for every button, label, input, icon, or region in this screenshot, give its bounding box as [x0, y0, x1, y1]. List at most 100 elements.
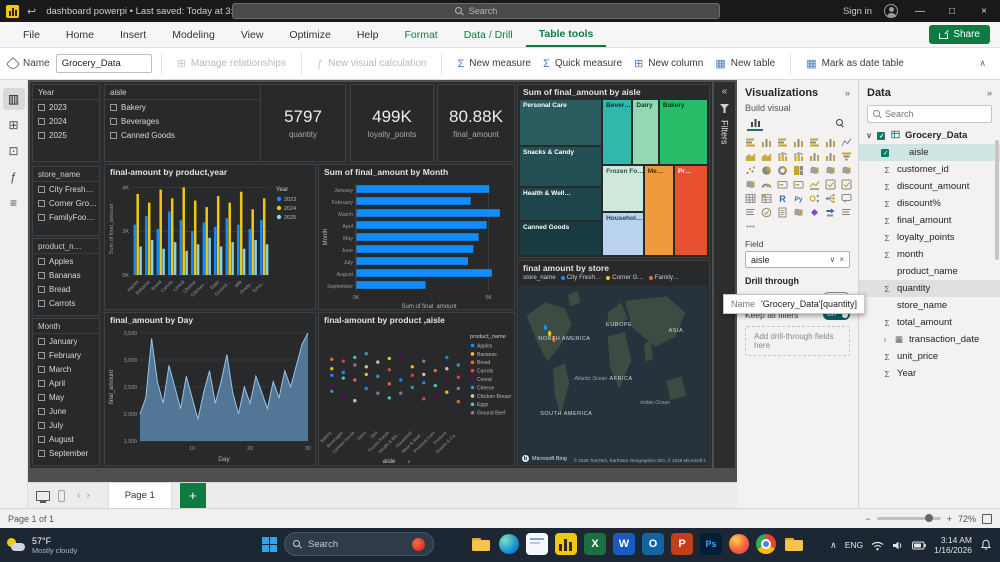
tray-overflow-icon[interactable]: ∧ — [830, 540, 837, 551]
titlebar-search[interactable]: Search — [232, 3, 720, 19]
analytics-tab[interactable] — [832, 116, 848, 131]
table-name-input[interactable] — [56, 54, 152, 73]
filled-map-visual-icon[interactable] — [823, 164, 837, 177]
taskbar-search[interactable]: Search — [284, 532, 434, 556]
mark-as-date-table-button[interactable]: ▦Mark as date table — [800, 51, 910, 77]
slicer-item-2024[interactable]: 2024 — [33, 114, 99, 128]
filters-pane-collapsed[interactable]: « Filters — [714, 82, 735, 468]
report-view-button[interactable]: ▥ — [3, 88, 25, 110]
treemap-block-snacks-candy[interactable]: Snacks & Candy — [519, 146, 602, 187]
treemap-block-personal-care[interactable]: Personal Care — [519, 99, 602, 146]
word-icon[interactable]: W — [613, 533, 635, 555]
treemap-block-me[interactable]: Me… — [644, 165, 674, 256]
treemap-block-dairy[interactable]: Dairy — [632, 99, 658, 165]
slicer-item-march[interactable]: March — [33, 362, 99, 376]
notepad-icon[interactable] — [526, 533, 548, 555]
scatter-chart-visual[interactable]: final-amount by product ,aisle BakeryBev… — [318, 312, 515, 466]
start-button[interactable] — [262, 537, 277, 552]
field-row-quantity[interactable]: Σquantity — [859, 280, 1000, 297]
wifi-icon[interactable] — [871, 540, 884, 551]
treemap-block-bever[interactable]: Bever… — [602, 99, 632, 165]
slicer-item-august[interactable]: August — [33, 432, 99, 446]
matrix-visual-icon[interactable] — [759, 192, 773, 205]
edge-icon[interactable] — [499, 534, 519, 554]
smart-narrative-visual-icon[interactable] — [743, 206, 757, 219]
gauge-visual-icon[interactable] — [759, 178, 773, 191]
slicer-item-bananas[interactable]: Bananas — [33, 268, 99, 282]
r-script-visual-icon[interactable]: R — [775, 192, 789, 205]
line-and-clustered-column-visual-icon[interactable] — [791, 150, 805, 163]
field-row-final-amount[interactable]: Σfinal_amount — [859, 212, 1000, 229]
powerpoint-icon[interactable]: P — [671, 533, 693, 555]
ribbon-tab-file[interactable]: File — [10, 22, 53, 47]
firefox-icon[interactable] — [729, 534, 749, 554]
multi-row-card-visual-icon[interactable] — [791, 178, 805, 191]
expander-icon[interactable]: › — [881, 335, 889, 344]
field-row-discount-amount[interactable]: Σdiscount_amount — [859, 178, 1000, 195]
slicer-item-bakery[interactable]: Bakery — [105, 100, 285, 114]
field-chip-aisle[interactable]: aisle ∨ × — [745, 251, 850, 268]
ribbon-tab-table-tools[interactable]: Table tools — [526, 22, 607, 47]
card-visual-icon[interactable] — [775, 178, 789, 191]
new-table-button[interactable]: ▦New table — [709, 51, 781, 77]
prev-page-icon[interactable]: ‹ — [77, 490, 80, 501]
avatar[interactable] — [884, 4, 898, 18]
aisle-slicer[interactable]: aisle BakeryBeveragesCanned Goods — [104, 84, 286, 162]
store-name-slicer[interactable]: store_name City Fresh…Corner Gro…FamilyF… — [32, 166, 100, 236]
page-tab[interactable]: Page 1 — [108, 483, 172, 509]
new-slicer-visual-icon[interactable] — [839, 178, 853, 191]
stacked-column-visual-icon[interactable] — [759, 136, 773, 149]
stacked-area-visual-icon[interactable] — [759, 150, 773, 163]
pie-visual-icon[interactable] — [759, 164, 773, 177]
battery-icon[interactable] — [912, 541, 926, 550]
collapse-data-icon[interactable]: » — [987, 88, 992, 98]
treemap-block-bakery[interactable]: Bakery — [659, 99, 708, 165]
ribbon-visual-icon[interactable] — [807, 150, 821, 163]
slicer-item-april[interactable]: April — [33, 376, 99, 390]
treemap-block-canned-goods[interactable]: Canned Goods — [519, 221, 602, 256]
data-search-input[interactable] — [885, 109, 986, 119]
slicer-item-2023[interactable]: 2023 — [33, 100, 99, 114]
kpi-card-loyalty-points[interactable]: 499K loyalty_points — [350, 84, 434, 162]
treemap-block-health-well[interactable]: Health & Well… — [519, 187, 602, 222]
collapse-ribbon-icon[interactable]: ∧ — [979, 58, 992, 69]
dax-query-view-button[interactable]: ƒ — [3, 166, 25, 188]
key-influencers-visual-icon[interactable] — [807, 192, 821, 205]
expander-icon[interactable]: ∨ — [865, 131, 873, 140]
minimize-button[interactable]: — — [910, 6, 930, 17]
slicer-item-city-fresh[interactable]: City Fresh… — [33, 182, 99, 196]
zoom-slider-thumb[interactable] — [925, 514, 933, 522]
ribbon-tab-view[interactable]: View — [228, 22, 277, 47]
chrome-icon[interactable] — [756, 534, 776, 554]
map-visual[interactable]: final amount by store store_nameCity Fre… — [517, 260, 710, 466]
slicer-item-bread[interactable]: Bread — [33, 282, 99, 296]
funnel-visual-icon[interactable] — [839, 150, 853, 163]
ribbon-tab-modeling[interactable]: Modeling — [159, 22, 228, 47]
shape-map-visual-icon[interactable] — [839, 164, 853, 177]
tmdl-view-button[interactable]: ≡ — [3, 192, 25, 214]
waterfall-visual-icon[interactable] — [823, 150, 837, 163]
clustered-column-visual-icon[interactable] — [791, 136, 805, 149]
arcgis-visual-icon[interactable] — [791, 206, 805, 219]
new-column-button[interactable]: ⊞New column — [628, 51, 709, 77]
treemap-block-pr[interactable]: Pr… — [674, 165, 708, 256]
slicer-item-beverages[interactable]: Beverages — [105, 114, 285, 128]
field-row-unit-price[interactable]: Σunit_price — [859, 348, 1000, 365]
zoom-out-button[interactable]: − — [865, 514, 870, 524]
treemap-block-frozen-fo[interactable]: Frozen Fo… — [602, 165, 644, 212]
chip-remove-icon[interactable]: × — [839, 255, 844, 264]
python-visual-icon[interactable]: Py — [791, 192, 805, 205]
field-row-product-name[interactable]: product_name — [859, 263, 1000, 280]
slicer-item-canned-goods[interactable]: Canned Goods — [105, 128, 285, 142]
sign-in-link[interactable]: Sign in — [843, 6, 872, 17]
slicer-item-january[interactable]: January — [33, 334, 99, 348]
stacked-bar-visual-icon[interactable] — [743, 136, 757, 149]
text-box-visual-icon[interactable] — [839, 206, 853, 219]
treemap-block-househol[interactable]: Househol… — [602, 212, 644, 256]
slicer-item-may[interactable]: May — [33, 390, 99, 404]
fit-to-page-icon[interactable] — [982, 514, 992, 524]
kpi-visual-icon[interactable] — [807, 178, 821, 191]
paginated-report-visual-icon[interactable] — [775, 206, 789, 219]
volume-icon[interactable] — [892, 540, 904, 551]
mobile-view-icon[interactable] — [58, 490, 65, 502]
